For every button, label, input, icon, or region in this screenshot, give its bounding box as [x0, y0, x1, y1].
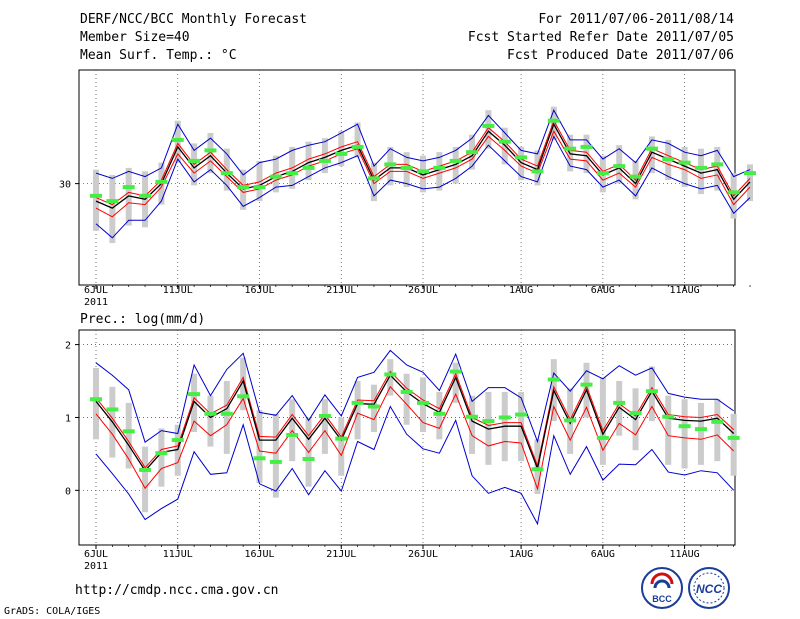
spread-bar [125, 167, 132, 226]
spread-bar [648, 366, 655, 422]
inner-upper-line [95, 370, 735, 469]
spread-bar [256, 160, 263, 202]
spread-bar [93, 169, 99, 231]
x-tick-label: 26JUL [408, 549, 438, 560]
x-tick-label: 16JUL [244, 285, 274, 296]
ensemble-mean-line [95, 122, 751, 209]
spread-bar [142, 446, 149, 513]
spread-bar [321, 399, 328, 454]
x-tick-label: 6JUL [84, 285, 108, 296]
x-tick-label: 16JUL [244, 549, 274, 560]
y-tick-label: 2 [65, 341, 71, 352]
x-tick-label: 26JUL [408, 285, 438, 296]
bcc-logo-text: BCC [652, 594, 672, 604]
bottom-variable-label: Prec.: log(mm/d) [80, 312, 206, 327]
footer-url[interactable]: http://cmdp.ncc.cma.gov.cn [75, 583, 279, 598]
spread-bar [403, 373, 410, 425]
x-tick-label: 21JUL [326, 285, 356, 296]
spread-bar [697, 402, 704, 465]
spread-bar [338, 417, 345, 476]
spread-bar [109, 174, 116, 244]
chart-title: DERF/NCC/BCC Monthly Forecast [80, 12, 307, 27]
spread-bar [485, 110, 492, 149]
x-tick-label: 1AUG [509, 549, 533, 560]
spread-bar [714, 399, 721, 462]
spread-bar [469, 395, 476, 454]
ncc-logo-text: NCC [696, 582, 722, 596]
spread-bar [452, 362, 459, 403]
x-tick-label: 6AUG [591, 285, 615, 296]
spread-bar [354, 122, 361, 158]
spread-bar [648, 136, 655, 174]
spread-bar [436, 152, 443, 191]
temperature-panel: 6JUL 11JUL 16JUL 21JUL 26JUL 1AUG 6AUG 11AUG 201… [59, 69, 756, 308]
spread-bar [583, 134, 590, 174]
x-tick-label: 11AUG [670, 285, 700, 296]
spread-bar [420, 155, 426, 193]
ncc-logo: NCC [688, 567, 730, 609]
spread-bar [714, 146, 721, 191]
x-tick-label: 6AUG [591, 549, 615, 560]
spread-bar [240, 169, 247, 210]
spread-bar [730, 413, 737, 476]
spread-bar [125, 402, 132, 469]
top-variable-label: Mean Surf. Temp.: °C [80, 48, 237, 63]
outer-upper-line [95, 109, 751, 179]
outer-lower-line [95, 135, 751, 239]
spread-bar [370, 162, 377, 202]
x-year-label: 2011 [84, 561, 108, 572]
spread-bar [452, 146, 459, 184]
spread-bar [207, 395, 214, 447]
spread-bar [518, 146, 525, 181]
spread-bar [93, 367, 99, 440]
y-tick-label: 0 [65, 486, 71, 497]
x-tick-label: 1AUG [509, 285, 533, 296]
forecast-period: For 2011/07/06-2011/08/14 [538, 12, 734, 27]
spread-bar [681, 399, 688, 469]
spread-bar [272, 413, 279, 498]
spread-bar [321, 138, 328, 174]
spread-bar [240, 357, 247, 411]
precipitation-panel: 6JUL 11JUL 16JUL 21JUL 26JUL 1AUG 6AUG 11AUG201… [65, 329, 740, 572]
x-tick-label: 6JUL [84, 549, 108, 560]
spread-bar [207, 132, 214, 174]
inner-lower-line [95, 385, 735, 491]
spread-bar [223, 381, 230, 454]
bcc-logo: BCC [641, 567, 683, 609]
spread-bar [599, 377, 606, 465]
forecast-produced-date: Fcst Produced Date 2011/07/06 [507, 48, 734, 63]
spread-bar [697, 148, 704, 195]
y-tick-label: 1 [65, 413, 71, 424]
x-tick-label: 11AUG [670, 549, 700, 560]
spread-bar [665, 395, 672, 465]
forecast-start-date: Fcst Started Refer Date 2011/07/05 [467, 30, 734, 45]
spread-bar [387, 359, 394, 396]
spread-bar [681, 146, 688, 188]
y-tick-label: 30 [59, 180, 71, 191]
spread-bar [338, 131, 345, 167]
grads-credit: GrADS: COLA/IGES [4, 606, 101, 617]
spread-bar [158, 428, 165, 487]
spread-bar [354, 381, 361, 440]
x-tick-label: 21JUL [326, 549, 356, 560]
x-tick-label: 11JUL [163, 285, 193, 296]
x-year-label: 2011 [84, 297, 108, 308]
outer-lower-line [95, 405, 735, 526]
spread-bar [272, 155, 279, 193]
x-tick-label: 11JUL [163, 549, 193, 560]
member-size: Member Size=40 [80, 30, 190, 45]
outer-upper-line [95, 349, 734, 444]
spread-bar [256, 410, 263, 484]
spread-bar [305, 141, 312, 181]
ensemble-mean-line [95, 374, 735, 472]
spread-bar [174, 424, 181, 476]
